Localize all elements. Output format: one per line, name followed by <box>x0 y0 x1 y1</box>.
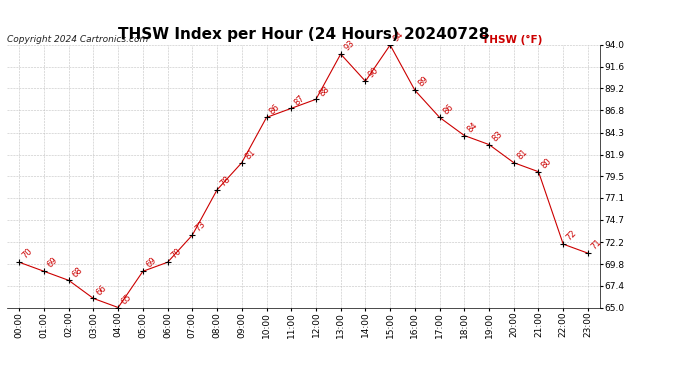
Text: 66: 66 <box>95 283 109 297</box>
Text: 70: 70 <box>169 247 183 261</box>
Text: 78: 78 <box>219 174 233 189</box>
Text: 94: 94 <box>391 30 405 44</box>
Text: 69: 69 <box>144 256 158 270</box>
Text: 81: 81 <box>243 147 257 161</box>
Text: 70: 70 <box>21 247 34 261</box>
Text: 72: 72 <box>564 229 578 243</box>
Text: 65: 65 <box>119 292 133 306</box>
Text: 93: 93 <box>342 39 356 53</box>
Text: Copyright 2024 Cartronics.com: Copyright 2024 Cartronics.com <box>7 34 148 44</box>
Text: 71: 71 <box>589 238 603 252</box>
Text: 81: 81 <box>515 147 529 161</box>
Text: 84: 84 <box>466 120 480 134</box>
Title: THSW Index per Hour (24 Hours) 20240728: THSW Index per Hour (24 Hours) 20240728 <box>118 27 489 42</box>
Text: 86: 86 <box>441 102 455 116</box>
Text: 88: 88 <box>317 84 331 98</box>
Text: 73: 73 <box>194 220 208 234</box>
Text: THSW (°F): THSW (°F) <box>482 34 542 45</box>
Text: 80: 80 <box>540 156 554 170</box>
Text: 87: 87 <box>293 93 306 107</box>
Text: 83: 83 <box>491 129 504 143</box>
Text: 86: 86 <box>268 102 282 116</box>
Text: 90: 90 <box>367 66 381 80</box>
Text: 68: 68 <box>70 265 84 279</box>
Text: 89: 89 <box>416 75 430 89</box>
Text: 69: 69 <box>46 256 59 270</box>
